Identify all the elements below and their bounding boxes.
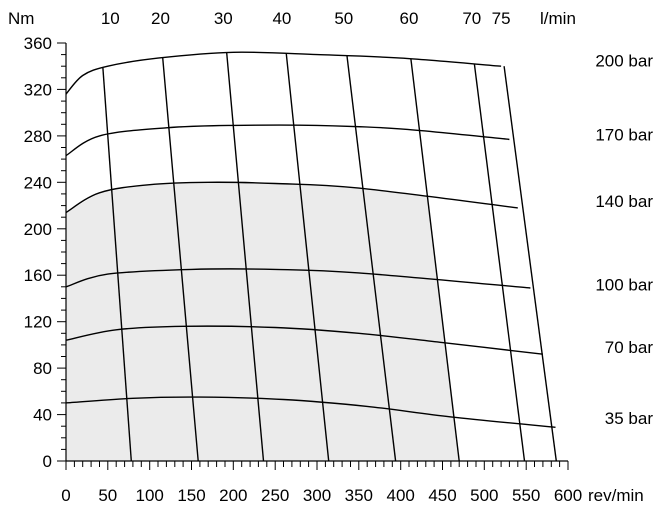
top-tick-label: 10	[101, 9, 120, 28]
x-tick-label: 500	[470, 486, 498, 505]
x-tick-label: 50	[98, 486, 117, 505]
pressure-curve-100-bar	[65, 268, 531, 289]
y-tick-label: 40	[33, 406, 52, 425]
x-tick-label: 600	[554, 486, 582, 505]
y-tick-label: 200	[24, 220, 52, 239]
x-tick-label: 100	[136, 486, 164, 505]
flow-line-60	[410, 58, 460, 462]
pressure-label-35-bar: 35 bar	[605, 409, 654, 428]
flow-line-75	[503, 66, 557, 462]
pressure-curve-70-bar	[65, 325, 543, 355]
pressure-curve-200-bar	[65, 51, 502, 95]
flow-line-70	[473, 64, 526, 462]
top-tick-label: 20	[151, 9, 170, 28]
x-tick-label: 200	[219, 486, 247, 505]
y-tick-label: 80	[33, 359, 52, 378]
top-tick-label: 60	[400, 9, 419, 28]
x-tick-label: 350	[345, 486, 373, 505]
x-tick-label: 250	[261, 486, 289, 505]
pressure-label-170-bar: 170 bar	[595, 126, 653, 145]
pressure-label-70-bar: 70 bar	[605, 338, 654, 357]
labels: Nm l/min rev/min	[8, 9, 644, 505]
continuous-duty-area	[66, 182, 460, 461]
y-tick-label: 240	[24, 173, 52, 192]
axes: 0 40 80 120 160 200 240 280 320 360 0 50 100 150 200 25…	[24, 9, 583, 505]
pressure-label-200-bar: 200 bar	[595, 51, 653, 70]
pressure-curve-170-bar	[65, 124, 510, 157]
continuous-duty-area-fill	[66, 182, 460, 461]
flow-line-30	[226, 52, 265, 462]
flow-line-50	[346, 55, 397, 462]
flow-line-20	[162, 57, 199, 462]
pressure-curve-35-bar	[65, 396, 556, 428]
x-axis-label: rev/min	[588, 486, 644, 505]
y-axis-label: Nm	[8, 9, 34, 28]
flow-lines	[102, 52, 557, 462]
pressure-label-140-bar: 140 bar	[595, 192, 653, 211]
x-tick-label: 450	[428, 486, 456, 505]
y-tick-label: 0	[43, 452, 52, 471]
top-tick-label: 30	[214, 9, 233, 28]
pressure-curve-140-bar	[65, 181, 518, 214]
x-tick-label: 400	[387, 486, 415, 505]
y-tick-label: 120	[24, 313, 52, 332]
top-tick-label: 75	[492, 9, 511, 28]
top-tick-label: 40	[272, 9, 291, 28]
y-tick-label: 160	[24, 266, 52, 285]
y-tick-label: 360	[24, 34, 52, 53]
top-axis-label: l/min	[540, 9, 576, 28]
x-tick-label: 550	[512, 486, 540, 505]
y-tick-label: 320	[24, 80, 52, 99]
y-tick-label: 280	[24, 127, 52, 146]
pressure-curves: 200 bar 170 bar 140 bar 100 bar 70 bar 35 bar	[65, 51, 654, 428]
x-tick-label: 0	[61, 486, 70, 505]
pressure-label-100-bar: 100 bar	[595, 276, 653, 295]
x-tick-label: 300	[303, 486, 331, 505]
top-tick-label: 70	[462, 9, 481, 28]
x-tick-label: 150	[177, 486, 205, 505]
flow-line-40	[285, 53, 330, 462]
top-tick-label: 50	[334, 9, 353, 28]
